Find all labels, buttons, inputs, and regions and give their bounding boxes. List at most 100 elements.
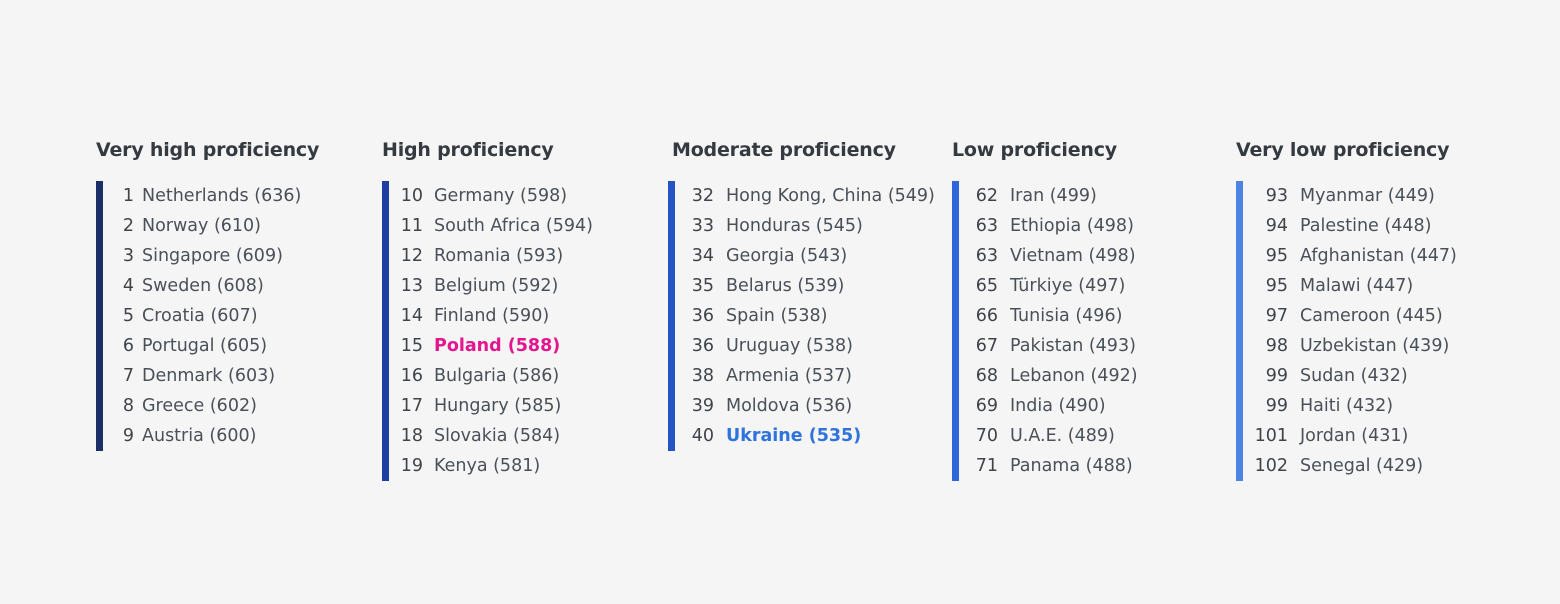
rank-number: 68	[975, 366, 998, 386]
list-item: 16 Bulgaria (586)	[382, 361, 559, 391]
country-name-score: Honduras (545)	[726, 216, 863, 236]
list-item: 93 Myanmar (449)	[1236, 181, 1449, 211]
list-item: 15 Poland (588)	[382, 331, 561, 361]
group-color-bar	[1236, 181, 1243, 481]
group-title: Low proficiency	[952, 139, 1117, 161]
group-very-low-proficiency: Very low proficiency 93 Myanmar (449) 94 Pal…	[1236, 135, 1457, 481]
rank-number: 19	[400, 456, 423, 476]
group-title: Moderate proficiency	[672, 139, 896, 161]
group-very-high-proficiency: Very high proficiency 1 Netherlands (636) 2…	[96, 135, 319, 451]
country-name-score: Afghanistan (447)	[1300, 246, 1457, 266]
list-item: 40 Ukraine (535)	[668, 421, 896, 451]
country-name-score: Ukraine (535)	[726, 426, 862, 446]
list-item: 65 Türkiye (497)	[952, 271, 1126, 301]
list-item: 62 Iran (499)	[952, 181, 1117, 211]
country-name-score: Greece (602)	[142, 396, 257, 416]
rank-number: 99	[1265, 396, 1288, 416]
rank-number: 5	[122, 306, 134, 326]
rank-number: 4	[122, 276, 134, 296]
country-name-score: Türkiye (497)	[1010, 276, 1126, 296]
ranking-list: 62 Iran (499) 63 Ethiopia (498) 63 Vietnam (4…	[952, 181, 1138, 481]
country-name-score: Sweden (608)	[142, 276, 264, 296]
country-name-score: Spain (538)	[726, 306, 828, 326]
country-name-score: U.A.E. (489)	[1010, 426, 1115, 446]
list-item: 99 Sudan (432)	[1236, 361, 1449, 391]
list-item: 18 Slovakia (584)	[382, 421, 560, 451]
rank-number: 93	[1265, 186, 1288, 206]
country-name-score: Malawi (447)	[1300, 276, 1414, 296]
list-item: 7 Denmark (603)	[96, 361, 319, 391]
country-name-score: Myanmar (449)	[1300, 186, 1435, 206]
list-item: 95 Malawi (447)	[1236, 271, 1449, 301]
ranking-list: 1 Netherlands (636) 2 Norway (610) 3 Singapor…	[96, 181, 319, 451]
list-item: 4 Sweden (608)	[96, 271, 319, 301]
country-name-score: Singapore (609)	[142, 246, 283, 266]
group-low-proficiency: Low proficiency 62 Iran (499) 63 Ethiopia (4…	[952, 135, 1138, 481]
group-color-bar	[382, 181, 389, 481]
rank-number: 16	[400, 366, 423, 386]
list-item: 13 Belgium (592)	[382, 271, 559, 301]
list-item: 34 Georgia (543)	[668, 241, 896, 271]
country-name-score: Poland (588)	[434, 336, 561, 356]
country-name-score: Haiti (432)	[1300, 396, 1394, 416]
country-name-score: Norway (610)	[142, 216, 262, 236]
list-item: 9 Austria (600)	[96, 421, 319, 451]
group-color-bar	[96, 181, 103, 451]
group-title: Very low proficiency	[1236, 139, 1450, 161]
rank-number: 67	[975, 336, 998, 356]
rank-number: 34	[691, 246, 714, 266]
group-high-proficiency: High proficiency 10 Germany (598) 11 South A…	[382, 135, 593, 481]
list-item: 94 Palestine (448)	[1236, 211, 1449, 241]
country-name-score: Moldova (536)	[726, 396, 853, 416]
country-name-score: Finland (590)	[434, 306, 550, 326]
country-name-score: Vietnam (498)	[1010, 246, 1136, 266]
country-name-score: Croatia (607)	[142, 306, 258, 326]
country-name-score: Hong Kong, China (549)	[726, 186, 935, 206]
country-name-score: Germany (598)	[434, 186, 568, 206]
rank-number: 40	[691, 426, 714, 446]
rank-number: 1	[122, 186, 134, 206]
list-item: 2 Norway (610)	[96, 211, 319, 241]
country-name-score: India (490)	[1010, 396, 1106, 416]
country-name-score: Denmark (603)	[142, 366, 276, 386]
rank-number: 69	[975, 396, 998, 416]
rank-number: 18	[400, 426, 423, 446]
country-name-score: Slovakia (584)	[434, 426, 561, 446]
rank-number: 39	[691, 396, 714, 416]
country-name-score: Pakistan (493)	[1010, 336, 1136, 356]
country-name-score: Ethiopia (498)	[1010, 216, 1134, 236]
list-item: 1 Netherlands (636)	[96, 181, 319, 211]
rank-number: 7	[122, 366, 134, 386]
list-item: 69 India (490)	[952, 391, 1117, 421]
list-item: 19 Kenya (581)	[382, 451, 554, 481]
list-item: 11 South Africa (594)	[382, 211, 593, 241]
rank-number: 10	[400, 186, 423, 206]
rank-number: 13	[400, 276, 423, 296]
rank-number: 95	[1265, 276, 1288, 296]
rank-number: 63	[975, 246, 998, 266]
rank-number: 99	[1265, 366, 1288, 386]
rank-number: 98	[1265, 336, 1288, 356]
rank-number: 9	[122, 426, 134, 446]
list-item: 35 Belarus (539)	[668, 271, 896, 301]
rank-number: 32	[691, 186, 714, 206]
list-item: 71 Panama (488)	[952, 451, 1133, 481]
list-item: 66 Tunisia (496)	[952, 301, 1123, 331]
rank-number: 66	[975, 306, 998, 326]
list-item: 36 Uruguay (538)	[668, 331, 896, 361]
list-item: 12 Romania (593)	[382, 241, 563, 271]
country-name-score: South Africa (594)	[434, 216, 593, 236]
country-name-score: Uzbekistan (439)	[1300, 336, 1450, 356]
list-item: 70 U.A.E. (489)	[952, 421, 1117, 451]
rank-number: 15	[400, 336, 423, 356]
group-color-bar	[668, 181, 675, 451]
group-title: High proficiency	[382, 139, 554, 161]
country-name-score: Uruguay (538)	[726, 336, 853, 356]
country-name-score: Palestine (448)	[1300, 216, 1432, 236]
list-item: 67 Pakistan (493)	[952, 331, 1136, 361]
rank-number: 35	[691, 276, 714, 296]
rank-number: 14	[400, 306, 423, 326]
list-item: 97 Cameroon (445)	[1236, 301, 1449, 331]
country-name-score: Kenya (581)	[434, 456, 541, 476]
list-item: 32 Hong Kong, China (549)	[668, 181, 935, 211]
